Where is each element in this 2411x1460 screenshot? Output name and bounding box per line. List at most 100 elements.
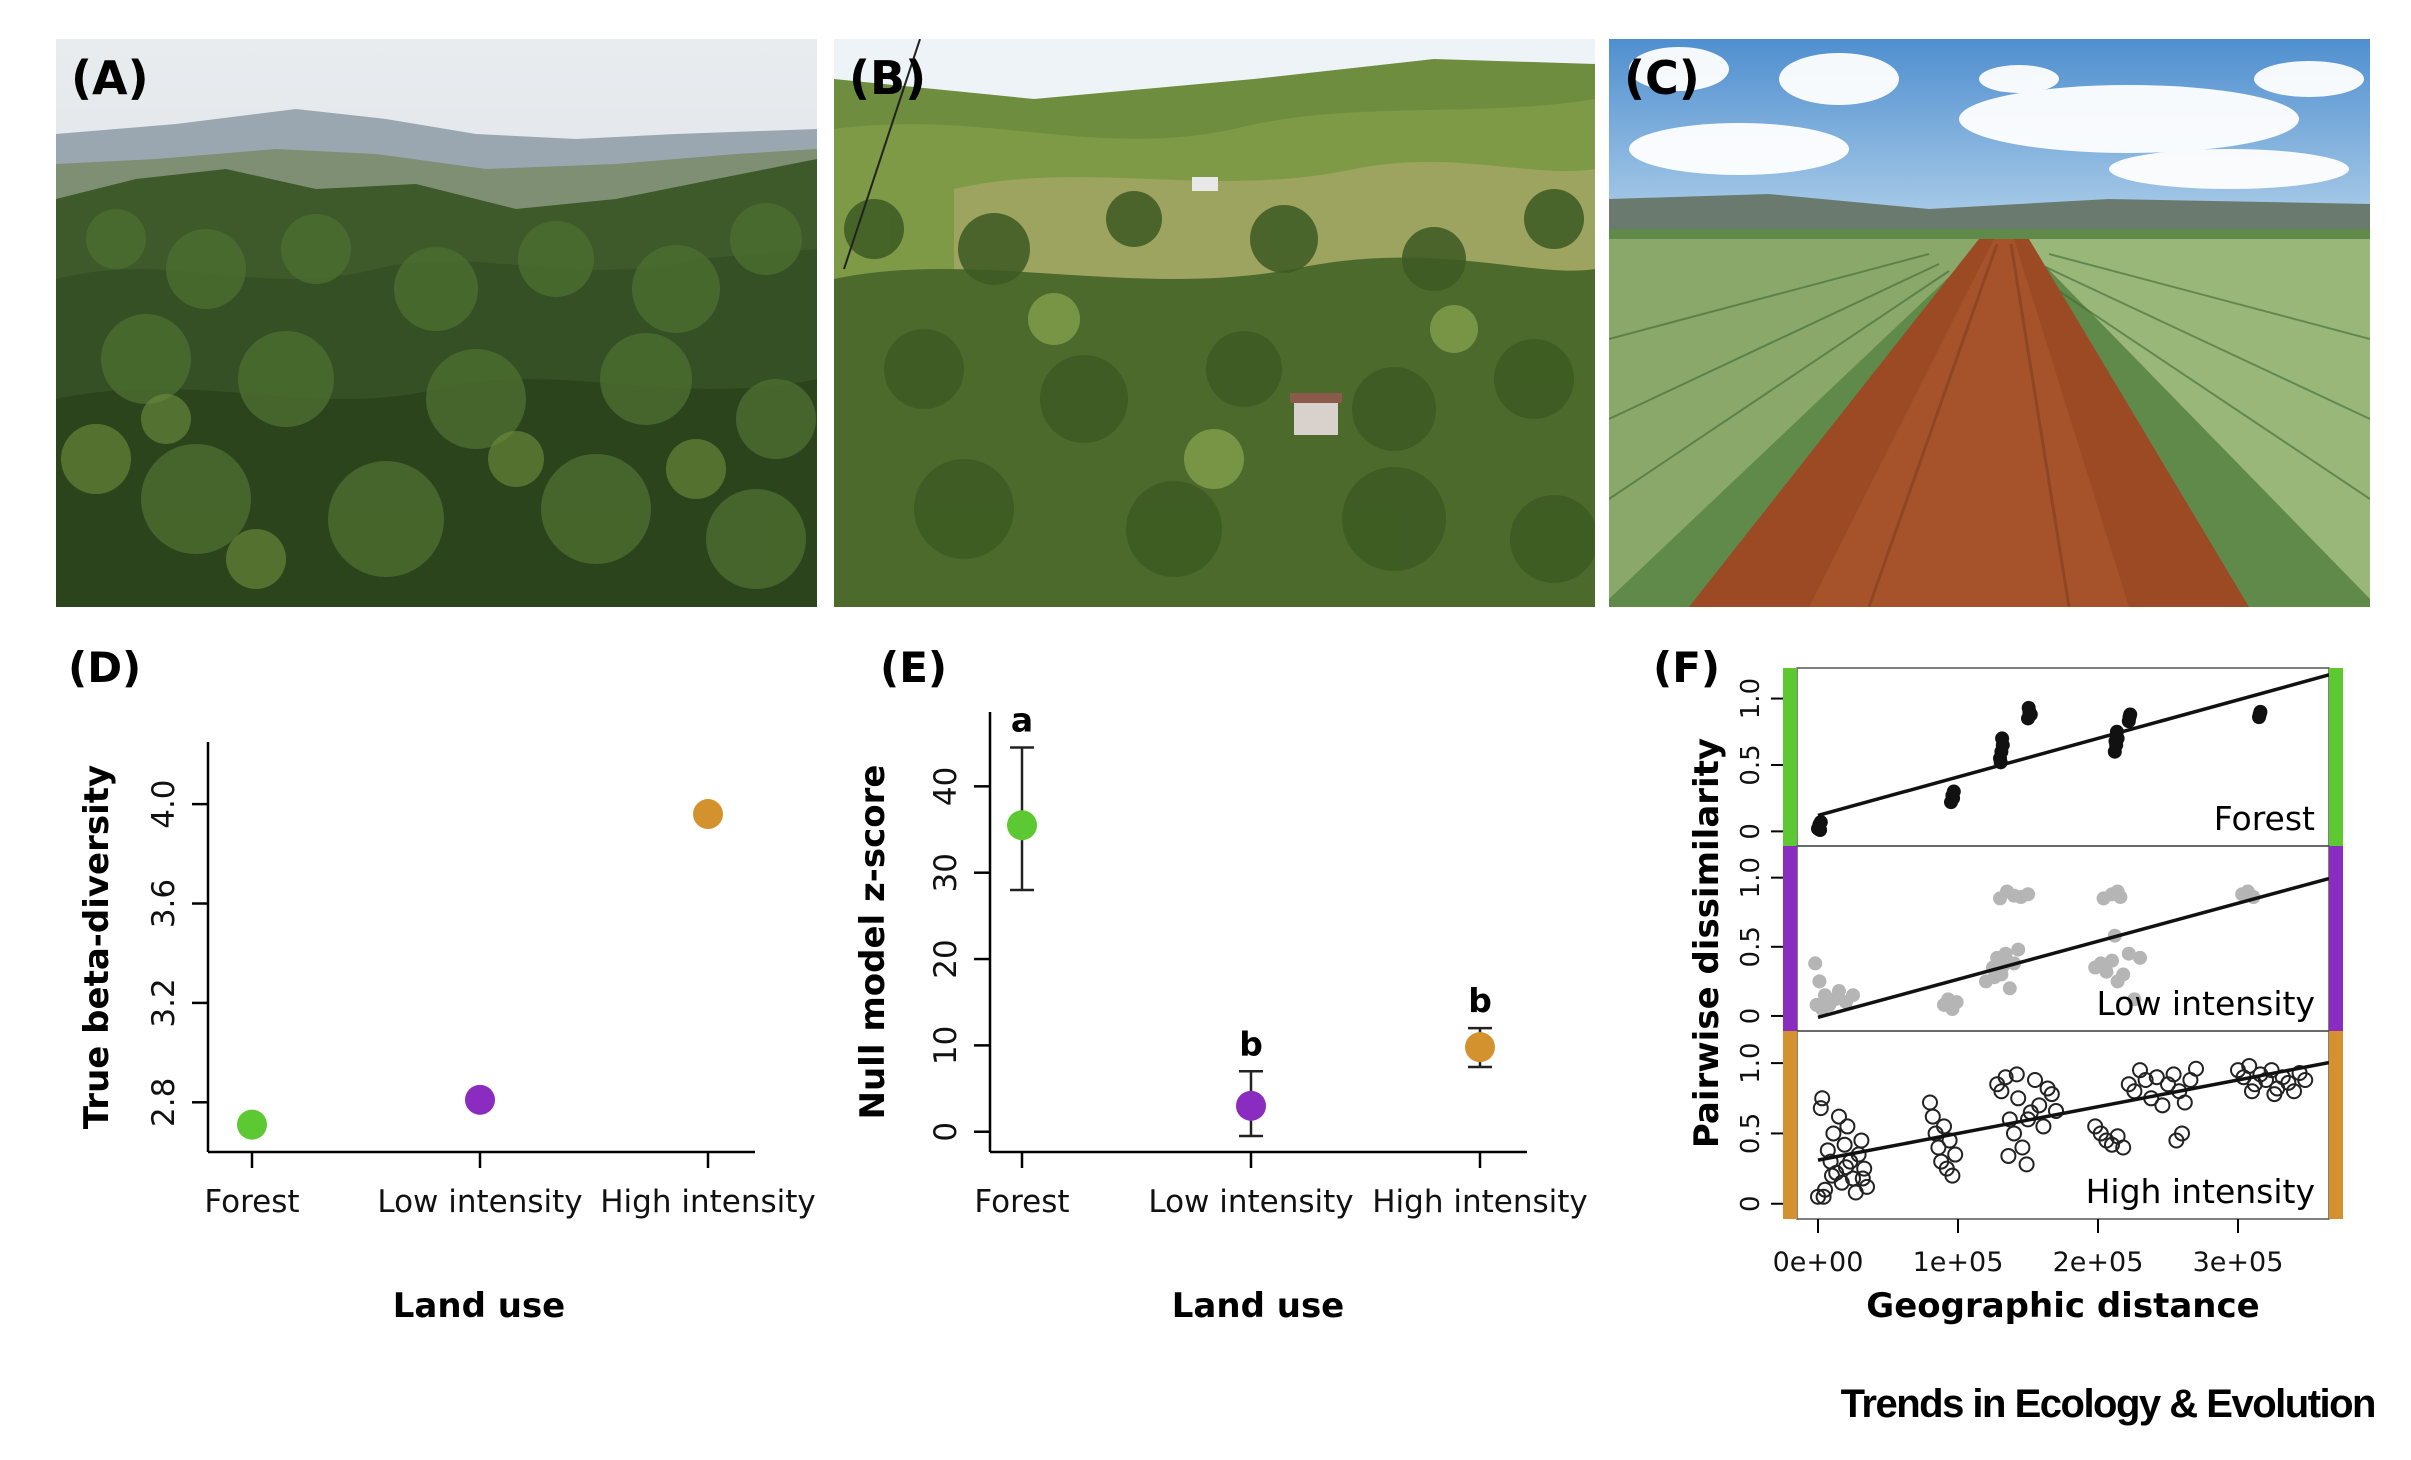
data-point bbox=[693, 799, 723, 830]
chart-null-model-z-score: (E) 0 10 20 30 40 Forest Low intensity High in… bbox=[853, 643, 1588, 1326]
axes bbox=[206, 742, 755, 1154]
error-bar bbox=[1010, 746, 1034, 892]
data-point bbox=[1927, 1125, 1944, 1142]
data-point bbox=[1815, 1188, 1832, 1205]
land-use-color-bar-left bbox=[1783, 846, 1797, 1031]
land-use-color-bar-right bbox=[2329, 1031, 2343, 1219]
error-bar bbox=[1239, 1070, 1263, 1138]
y-tick-label: 0 bbox=[928, 1122, 964, 1142]
data-point bbox=[2105, 887, 2119, 902]
data-point bbox=[2021, 887, 2035, 902]
data-point bbox=[1827, 992, 1842, 1007]
y-tick-label: 30 bbox=[928, 853, 964, 892]
data-point bbox=[1810, 1188, 1826, 1205]
data-point bbox=[2171, 1083, 2188, 1100]
data-point bbox=[2105, 953, 2119, 968]
data-point bbox=[2109, 738, 2124, 753]
data-point bbox=[1994, 744, 2009, 759]
error-bar bbox=[1468, 1026, 1492, 1069]
data-point bbox=[1838, 1159, 1854, 1176]
data-point bbox=[1832, 984, 1846, 999]
data-point bbox=[1949, 995, 1964, 1010]
data-point bbox=[2266, 1086, 2283, 1103]
data-point bbox=[2235, 1069, 2252, 1086]
x-tick-label: 2e+05 bbox=[2053, 1247, 2144, 1278]
data-point bbox=[2252, 710, 2266, 725]
x-tick-label: Low intensity bbox=[1148, 1184, 1353, 1220]
data-point bbox=[1812, 974, 1827, 989]
y-axis-title: True beta-diversity bbox=[77, 765, 117, 1129]
y-tick-label: 3.2 bbox=[146, 978, 182, 1027]
data-point bbox=[2235, 887, 2250, 902]
subplot-label: High intensity bbox=[2086, 1172, 2315, 1211]
data-point bbox=[1989, 1076, 2006, 1093]
y-tick-label: 0 bbox=[1736, 823, 1766, 840]
data-point bbox=[2014, 890, 2028, 905]
chart-pairwise-dissimilarity: (F) 0 0.5 1.0 Forest 0 0.5 1.0 Low intensity 0 0.… bbox=[1653, 643, 2343, 1326]
data-point bbox=[1814, 1090, 1831, 1107]
data-point bbox=[2120, 1076, 2137, 1093]
data-point bbox=[2007, 956, 2021, 971]
data-point bbox=[2246, 1076, 2263, 1093]
subplot-label: Low intensity bbox=[2096, 984, 2315, 1023]
data-point bbox=[2188, 1060, 2204, 1077]
journal-name: Trends in Ecology & Evolution bbox=[1840, 1382, 2377, 1426]
y-tick-label: 1.0 bbox=[1736, 678, 1766, 719]
photo-low-intensity: (B) bbox=[834, 39, 1595, 607]
data-point bbox=[2020, 1111, 2036, 1128]
data-point bbox=[1817, 1181, 1833, 1198]
data-point bbox=[2007, 888, 2021, 903]
y-tick-label: 1.0 bbox=[1736, 1042, 1766, 1083]
data-point bbox=[1822, 997, 1837, 1012]
data-point bbox=[2165, 1066, 2182, 1083]
data-point bbox=[1938, 1160, 1955, 1177]
data-point bbox=[1465, 1032, 1495, 1063]
data-point bbox=[1828, 1164, 1845, 1181]
subplot-low-intensity: 0 0.5 1.0 Low intensity bbox=[1736, 845, 2343, 1032]
data-point bbox=[2006, 1125, 2022, 1142]
data-point bbox=[2107, 928, 2122, 943]
data-point bbox=[2022, 1104, 2039, 1121]
data-point bbox=[2021, 700, 2036, 715]
data-points bbox=[1810, 1057, 2314, 1205]
error-bars bbox=[1010, 746, 1492, 1138]
data-point bbox=[2109, 724, 2124, 739]
panel-label-b: (B) bbox=[849, 51, 927, 105]
data-point bbox=[1812, 1100, 1829, 1117]
data-point bbox=[2252, 707, 2267, 722]
y-axis-title: Null model z-score bbox=[853, 765, 893, 1120]
data-point bbox=[1941, 1132, 1958, 1149]
data-point bbox=[1856, 1160, 1873, 1177]
data-point bbox=[2011, 942, 2026, 957]
significance-letter: b bbox=[1468, 981, 1492, 1020]
photo-high-intensity: (C) bbox=[1609, 39, 2370, 607]
data-point bbox=[1839, 1118, 1856, 1135]
y-tick-label: 1.0 bbox=[1736, 857, 1766, 898]
data-point bbox=[2148, 1069, 2165, 1086]
panel-label-e: (E) bbox=[880, 643, 947, 692]
subplot-frame bbox=[1796, 1030, 2330, 1220]
data-point bbox=[1945, 788, 1960, 803]
data-point bbox=[2027, 1072, 2043, 1088]
data-point bbox=[1995, 731, 2010, 746]
subplot-label: Forest bbox=[2214, 799, 2315, 838]
x-tick-label: High intensity bbox=[1372, 1184, 1588, 1220]
data-point bbox=[1993, 755, 2008, 770]
data-point bbox=[1236, 1090, 1266, 1121]
panel-label-f: (F) bbox=[1653, 643, 1720, 692]
data-point bbox=[2048, 1102, 2064, 1119]
data-point bbox=[1930, 1139, 1947, 1156]
data-point bbox=[2093, 956, 2108, 971]
data-point bbox=[1979, 974, 1993, 989]
data-point bbox=[1995, 959, 2010, 974]
data-point bbox=[2039, 1080, 2056, 1097]
data-point bbox=[1847, 1184, 1864, 1201]
data-point bbox=[1833, 1174, 1850, 1191]
data-point bbox=[2116, 967, 2131, 982]
data-point bbox=[1944, 795, 1958, 810]
data-point bbox=[2087, 1118, 2104, 1135]
data-point bbox=[2240, 884, 2255, 899]
regression-line bbox=[1817, 673, 2329, 818]
panel-label-d: (D) bbox=[68, 643, 141, 692]
data-point bbox=[2110, 884, 2125, 899]
